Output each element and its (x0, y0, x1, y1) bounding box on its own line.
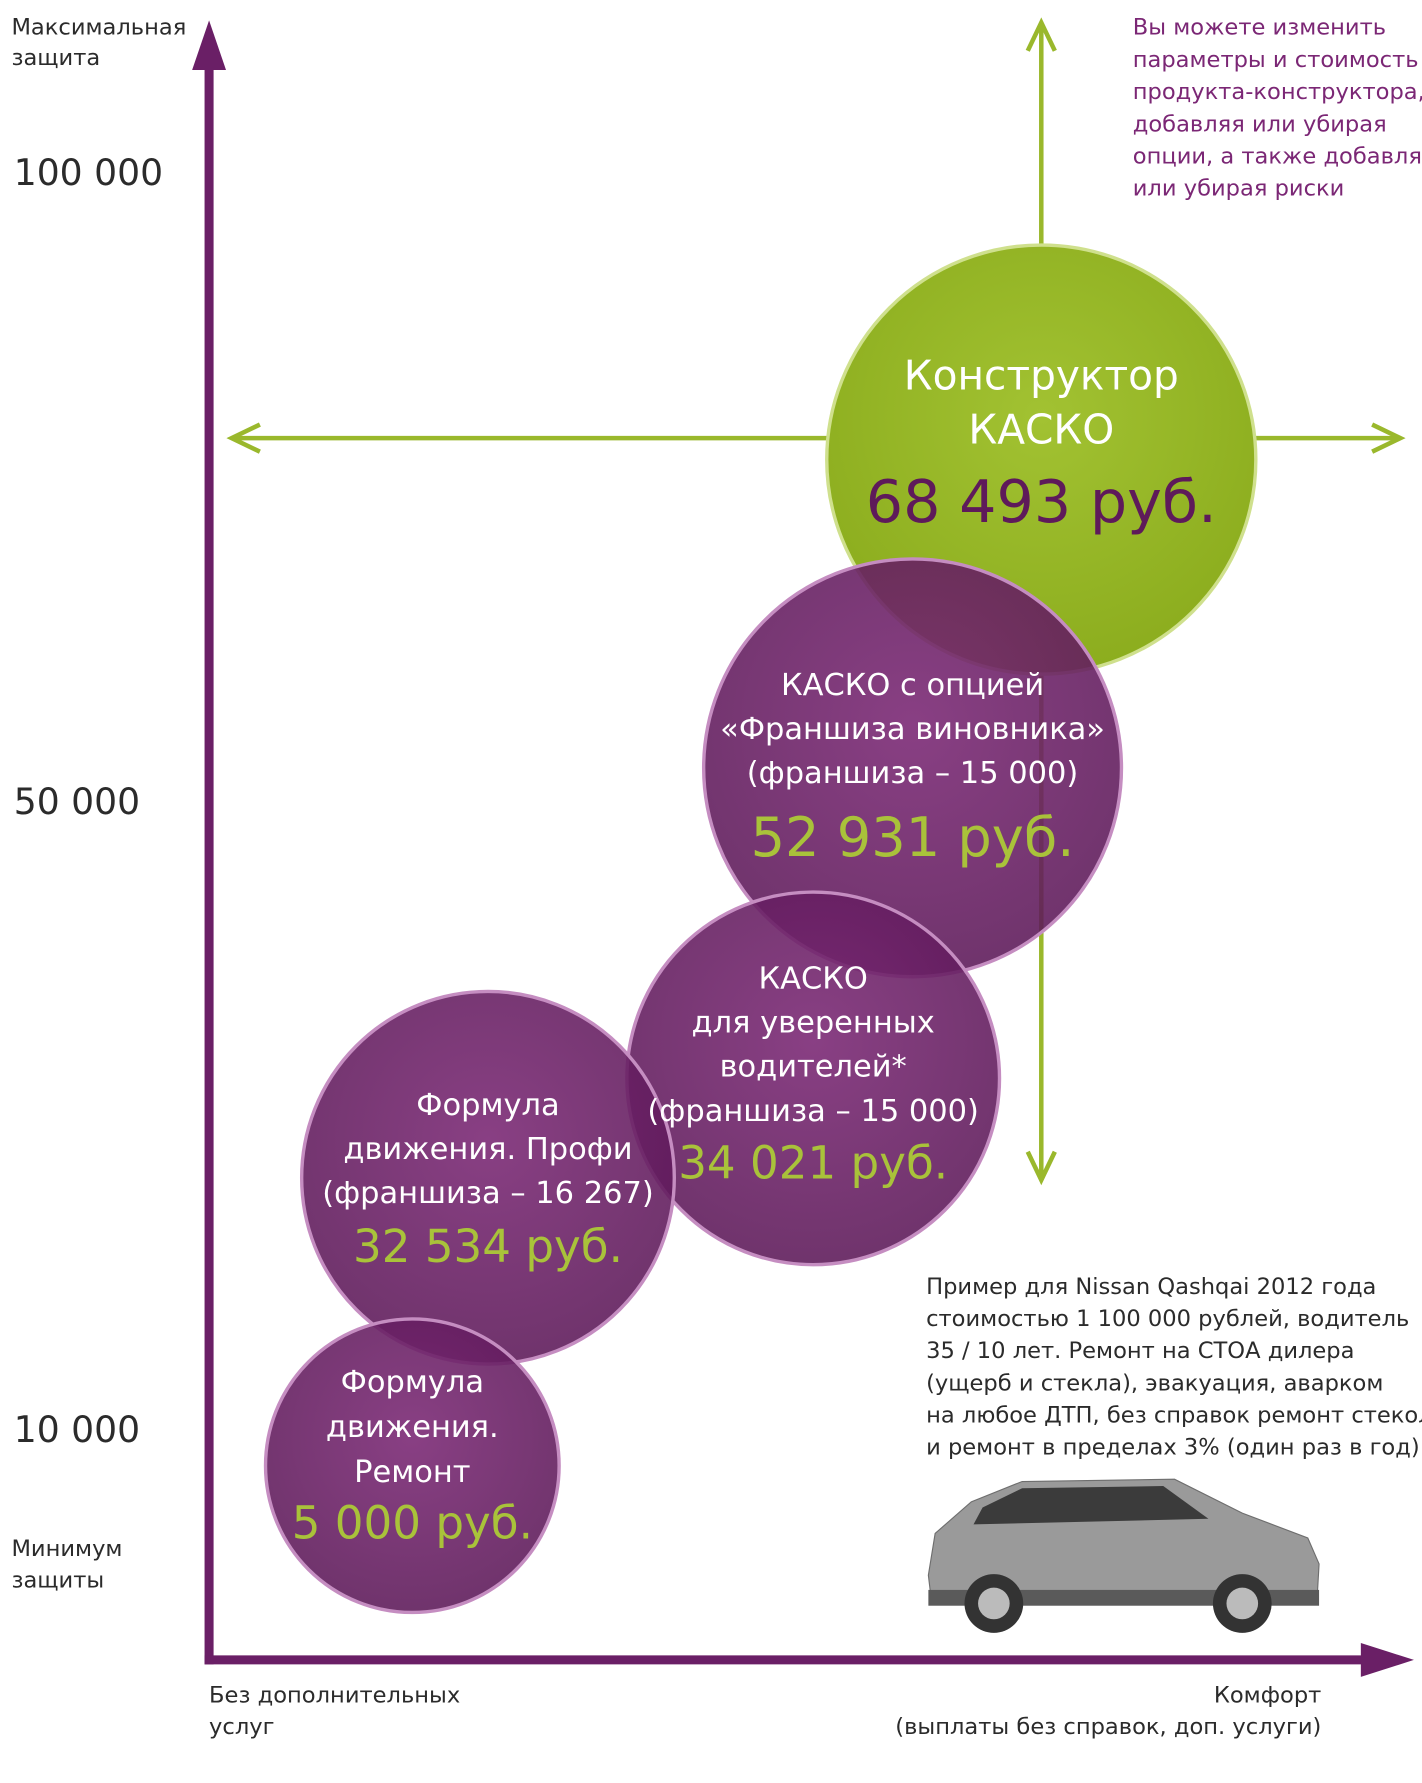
bubble-price: 5 000 руб. (292, 1497, 533, 1550)
y-tick-label: 10 000 (14, 1408, 140, 1451)
bubble-text: водителей* (720, 1050, 907, 1085)
note: и ремонт в пределах 3% (один раз в год). (926, 1435, 1422, 1461)
bubble-text: Ремонт (354, 1455, 470, 1490)
bubble-text: Формула (416, 1088, 559, 1123)
bubble-price: 68 493 руб. (866, 468, 1217, 536)
bubble-text: движения. (326, 1410, 499, 1445)
hint: опции, а также добавляя (1133, 143, 1422, 169)
hint: добавляя или убирая (1133, 111, 1387, 137)
y-axis-bottom-label: Минимум (11, 1536, 122, 1562)
bubble-text: (франшиза – 16 267) (322, 1176, 654, 1211)
y-tick-label: 100 000 (14, 151, 163, 194)
bubble-text: КАСКО с опцией (781, 668, 1044, 703)
x-axis-right-label: (выплаты без справок, доп. услуги) (895, 1714, 1321, 1740)
hint: или убирая риски (1133, 176, 1345, 202)
bubble-text: для уверенных (692, 1006, 935, 1041)
x-axis-left-label: услуг (209, 1714, 274, 1740)
bubble-text: (франшиза – 15 000) (647, 1094, 979, 1129)
note: 35 / 10 лет. Ремонт на СТОА дилера (926, 1338, 1354, 1364)
bubble-text: КАСКО (968, 405, 1114, 453)
bubble-text: Формула (341, 1365, 484, 1400)
x-axis-left-label: Без дополнительных (209, 1683, 460, 1709)
bubble (263, 1317, 561, 1615)
labels: Максимальная защита 100 000 50 000 10 000 Мин… (11, 15, 1422, 1740)
y-axis-top-label: Максимальная (11, 15, 186, 41)
bubble-text: движения. Профи (343, 1132, 632, 1167)
bubble-price: 32 534 руб. (353, 1220, 623, 1273)
y-axis-bottom-label: защиты (11, 1567, 104, 1593)
note: (ущерб и стекла), эвакуация, аварком (926, 1370, 1383, 1396)
bubble-price: 34 021 руб. (678, 1136, 948, 1189)
y-axis-top-label: защита (11, 45, 100, 71)
bubbles (263, 243, 1258, 1615)
note: стоимостью 1 100 000 рублей, водитель (926, 1306, 1409, 1332)
car (927, 1478, 1320, 1633)
bubble-text: КАСКО (759, 962, 868, 997)
note: на любое ДТП, без справок ремонт стекол (926, 1403, 1422, 1429)
bubble-text: Конструктор (904, 351, 1179, 399)
x-axis-right-label: Комфорт (1214, 1683, 1321, 1709)
bubble-text: «Франшиза виновника» (720, 712, 1105, 747)
bubble-text: (франшиза – 15 000) (747, 756, 1079, 791)
hint: Вы можете изменить (1133, 15, 1386, 41)
note: Пример для Nissan Qashqai 2012 года (926, 1274, 1376, 1300)
hint: продукта-конструктора, (1133, 79, 1422, 105)
bubble-price: 52 931 руб. (751, 806, 1075, 869)
y-tick-label: 50 000 (14, 780, 140, 823)
axes (192, 20, 1414, 1677)
hint: параметры и стоимость (1133, 47, 1419, 73)
